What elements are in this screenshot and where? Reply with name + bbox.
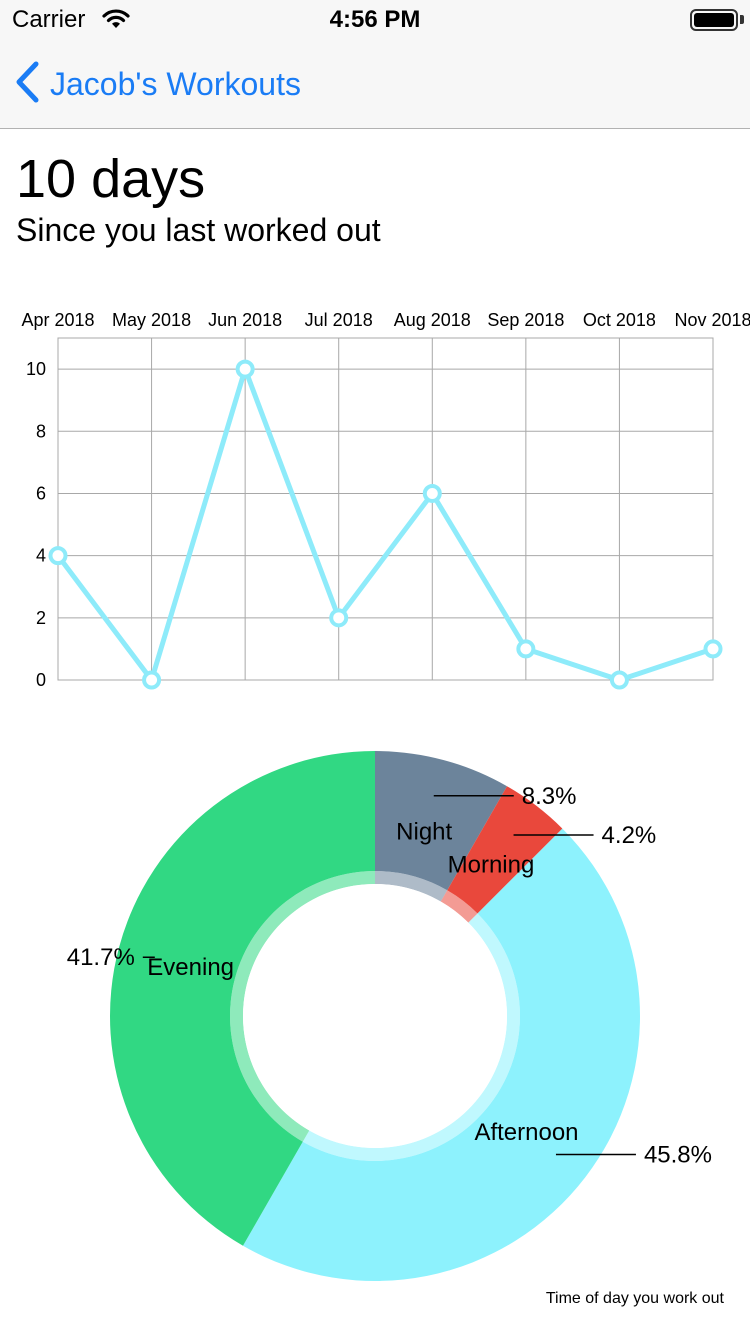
x-tick-label: Oct 2018 [583, 310, 656, 330]
days-since-headline: 10 days [16, 149, 206, 209]
data-point [329, 608, 349, 628]
slice-label-morning: Morning [448, 852, 535, 879]
x-tick-label: Apr 2018 [21, 310, 94, 330]
days-since-subtitle: Since you last worked out [16, 212, 381, 248]
x-tick-label: Sep 2018 [487, 310, 564, 330]
percent-label-night: 8.3% [522, 783, 577, 810]
status-bar: Carrier 4:56 PM [0, 0, 750, 40]
slice-morning [447, 786, 563, 914]
percent-label-morning: 4.2% [602, 822, 657, 849]
x-tick-label: Nov 2018 [674, 310, 750, 330]
slice-afternoon [242, 828, 641, 1281]
y-tick-label: 4 [36, 546, 46, 566]
y-tick-label: 2 [36, 608, 46, 628]
series-line [56, 366, 714, 683]
pie-chart-description: Time of day you work out [545, 1290, 724, 1307]
back-button[interactable]: Jacob's Workouts [14, 40, 301, 128]
navigation-bar: Jacob's Workouts [0, 40, 750, 129]
battery-tip [740, 15, 744, 24]
percent-label-evening: 41.7% [67, 944, 135, 971]
data-point [422, 483, 442, 503]
slice-label-night: Night [396, 819, 452, 846]
x-tick-label: Jun 2018 [208, 310, 282, 330]
carrier-label: Carrier [12, 6, 86, 33]
slice-inner-ring-morning [440, 890, 478, 923]
chevron-left-icon [14, 60, 40, 109]
x-tick-label: Aug 2018 [394, 310, 471, 330]
data-point [48, 546, 68, 566]
data-point [516, 639, 536, 659]
chart-grid [57, 337, 714, 681]
slice-inner-ring-evening [230, 871, 375, 1142]
percent-label-afternoon: 45.8% [644, 1142, 712, 1169]
data-point [703, 639, 723, 659]
data-point [235, 359, 255, 379]
status-time: 4:56 PM [329, 6, 421, 33]
battery-icon [690, 9, 738, 31]
donut-hole [243, 884, 507, 1148]
slice-evening [109, 751, 375, 1246]
y-tick-label: 8 [36, 421, 46, 441]
slice-label-afternoon: Afternoon [474, 1119, 578, 1146]
time-of-day-donut-chart: 8.3% Night 4.2% Morning 45.8% Afternoon 41.7% E… [67, 751, 712, 1281]
wifi-icon [102, 8, 130, 35]
slice-inner-ring-night [375, 871, 448, 902]
y-tick-label: 6 [36, 483, 46, 503]
slice-label-evening: Evening [147, 954, 234, 981]
workout-line-chart: 0 2 4 6 8 10 Apr 2018 May 2018 Jun 2018 Jul 2018 A… [21, 310, 750, 690]
y-tick-label: 0 [36, 670, 46, 690]
data-point [142, 670, 162, 690]
back-button-label: Jacob's Workouts [50, 65, 301, 102]
x-tick-label: May 2018 [112, 310, 191, 330]
data-point [609, 670, 629, 690]
slice-night [375, 751, 508, 891]
x-tick-label: Jul 2018 [305, 310, 373, 330]
y-tick-label: 10 [26, 359, 46, 379]
